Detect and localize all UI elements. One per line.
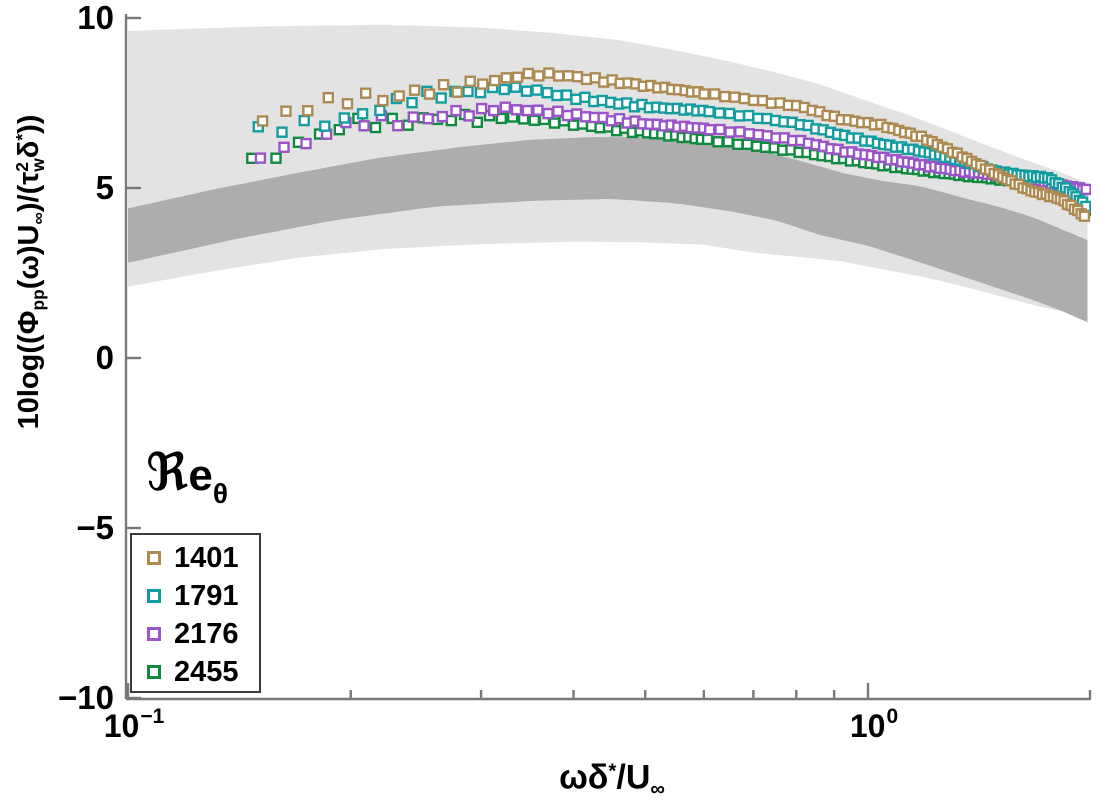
legend-label-2176: 2176 — [174, 617, 239, 650]
y-tick-label-0: 0 — [95, 339, 114, 376]
legend-label-1401: 1401 — [174, 541, 239, 574]
legend-label-1791: 1791 — [174, 579, 239, 612]
x-tick-label-10e−1: 10−1 — [103, 705, 165, 744]
y-tick-label-−5: −5 — [76, 509, 114, 546]
y-tick-label-−10: −10 — [58, 679, 114, 716]
legend-entry-1401: 1401 — [132, 539, 259, 577]
plot-inner — [128, 24, 1091, 323]
x-tick-label-10e0: 100 — [849, 705, 899, 744]
legend-marker-2176 — [147, 627, 161, 641]
x-axis-label: ωδ*/U∞ — [559, 758, 665, 801]
legend-title: ℜeθ — [146, 442, 228, 509]
legend-label-2455: 2455 — [174, 655, 239, 688]
axes-lines — [124, 14, 1092, 701]
y-axis-label: 10log((Φpp(ω)U∞)/(τ 2 w δ*)) — [11, 114, 49, 430]
band-dark — [128, 137, 1088, 323]
legend-box: 1401 1791 2176 2455 — [130, 533, 261, 693]
y-tick-label-5: 5 — [95, 169, 114, 206]
y-tick-label-10: 10 — [77, 0, 114, 36]
series-markers-1401 — [256, 67, 1091, 222]
legend-marker-2455 — [147, 665, 161, 679]
legend-marker-1791 — [147, 589, 161, 603]
legend-entry-2455: 2455 — [132, 653, 259, 691]
legend-marker-1401 — [147, 551, 161, 565]
legend-entry-2176: 2176 — [132, 615, 259, 653]
legend-entry-1791: 1791 — [132, 577, 259, 615]
